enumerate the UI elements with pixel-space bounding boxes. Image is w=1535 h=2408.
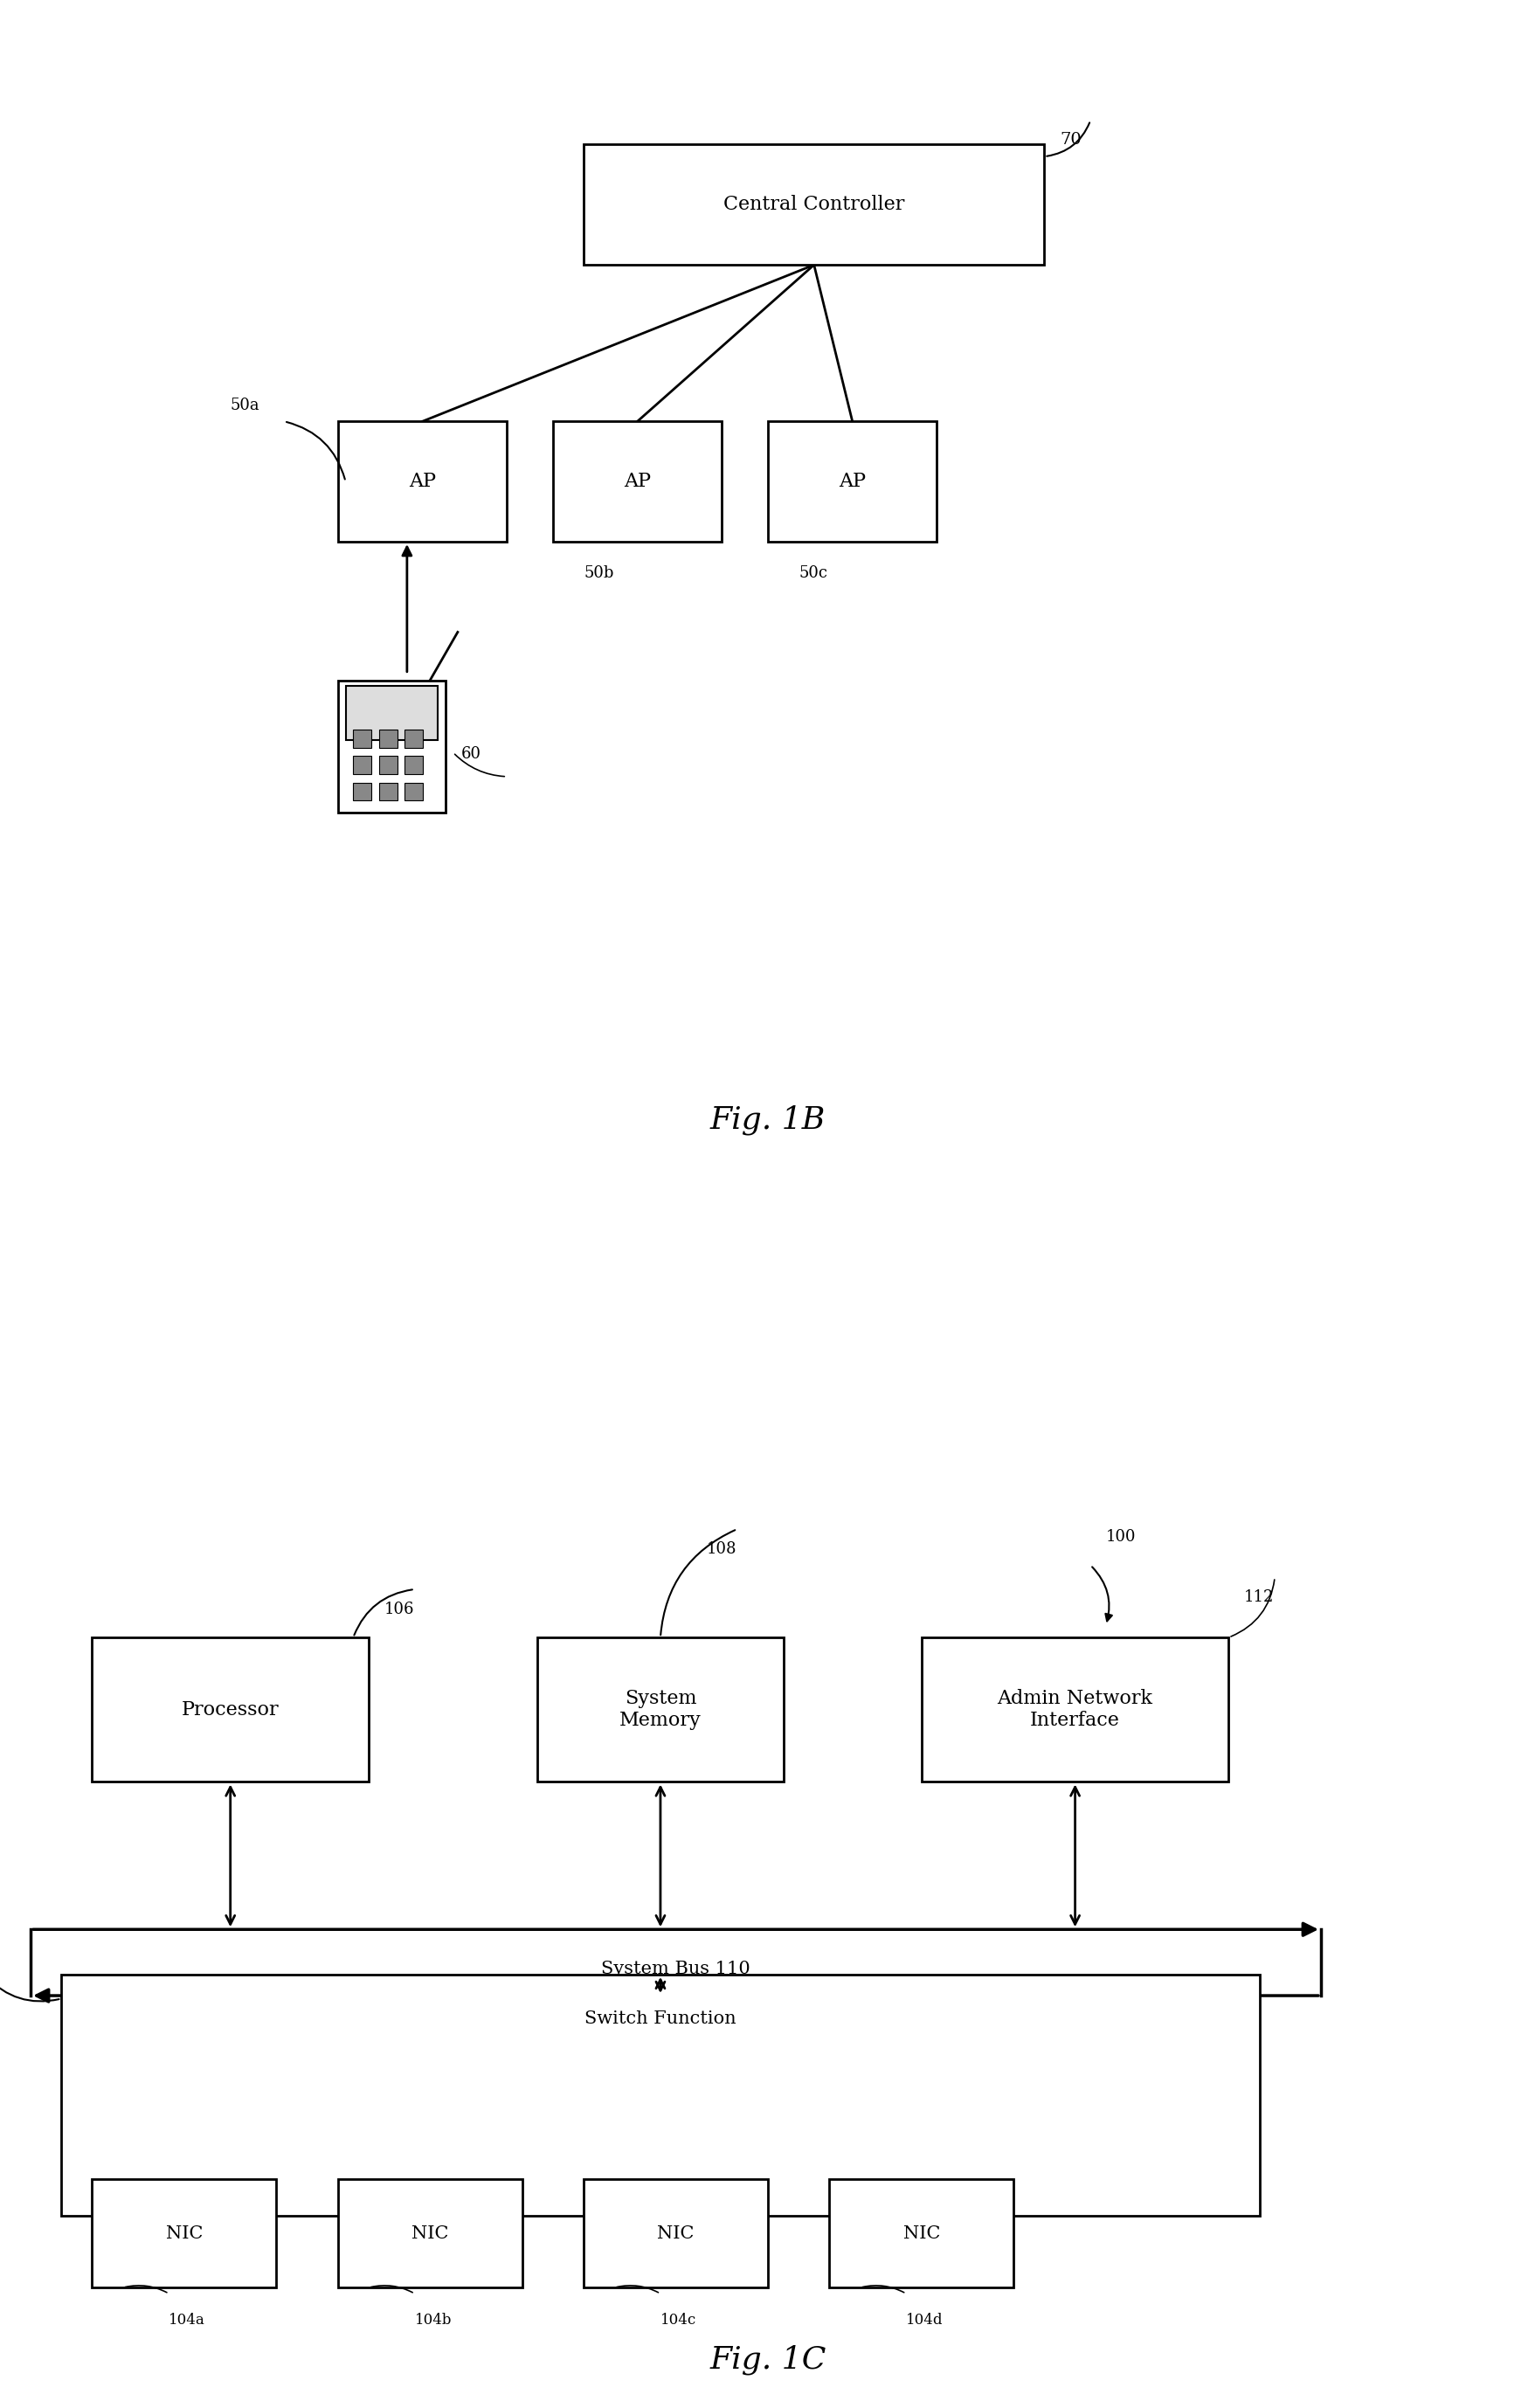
Text: NIC: NIC bbox=[903, 2225, 939, 2242]
Text: NIC: NIC bbox=[657, 2225, 694, 2242]
Text: NIC: NIC bbox=[166, 2225, 203, 2242]
FancyBboxPatch shape bbox=[829, 2179, 1013, 2288]
Text: AP: AP bbox=[838, 472, 866, 491]
Text: 104d: 104d bbox=[906, 2312, 942, 2326]
Text: 50c: 50c bbox=[798, 566, 827, 580]
Bar bbox=[353, 730, 371, 746]
Text: 50b: 50b bbox=[583, 566, 614, 580]
Text: AP: AP bbox=[623, 472, 651, 491]
Text: 60: 60 bbox=[460, 746, 480, 761]
Text: Switch Function: Switch Function bbox=[585, 2011, 735, 2028]
Bar bbox=[404, 783, 422, 799]
FancyBboxPatch shape bbox=[921, 1637, 1228, 1782]
Text: 112: 112 bbox=[1243, 1589, 1274, 1604]
Text: Admin Network
Interface: Admin Network Interface bbox=[996, 1688, 1153, 1731]
Text: 104c: 104c bbox=[660, 2312, 695, 2326]
FancyBboxPatch shape bbox=[345, 686, 437, 742]
Text: 50a: 50a bbox=[230, 397, 259, 412]
Text: Processor: Processor bbox=[181, 1700, 279, 1719]
Text: AP: AP bbox=[408, 472, 436, 491]
FancyBboxPatch shape bbox=[553, 421, 721, 542]
Bar bbox=[379, 783, 398, 799]
FancyBboxPatch shape bbox=[768, 421, 936, 542]
FancyBboxPatch shape bbox=[92, 1637, 368, 1782]
Text: Central Controller: Central Controller bbox=[723, 195, 904, 214]
FancyBboxPatch shape bbox=[61, 1975, 1259, 2215]
FancyBboxPatch shape bbox=[338, 421, 507, 542]
Bar bbox=[353, 783, 371, 799]
Text: Fig. 1B: Fig. 1B bbox=[709, 1105, 826, 1134]
Bar bbox=[404, 730, 422, 746]
Text: 100: 100 bbox=[1105, 1529, 1136, 1544]
FancyBboxPatch shape bbox=[92, 2179, 276, 2288]
Text: Fig. 1C: Fig. 1C bbox=[709, 2345, 826, 2374]
FancyBboxPatch shape bbox=[583, 2179, 768, 2288]
Bar bbox=[379, 730, 398, 746]
Text: System
Memory: System Memory bbox=[619, 1688, 701, 1731]
Bar bbox=[353, 756, 371, 775]
FancyBboxPatch shape bbox=[338, 2179, 522, 2288]
Text: 104b: 104b bbox=[414, 2312, 451, 2326]
FancyBboxPatch shape bbox=[537, 1637, 783, 1782]
FancyBboxPatch shape bbox=[338, 681, 445, 814]
Text: 108: 108 bbox=[706, 1541, 737, 1556]
Bar bbox=[379, 756, 398, 775]
Bar bbox=[404, 756, 422, 775]
Text: NIC: NIC bbox=[411, 2225, 448, 2242]
Text: System Bus 110: System Bus 110 bbox=[600, 1960, 751, 1977]
Text: 104a: 104a bbox=[169, 2312, 206, 2326]
Text: 106: 106 bbox=[384, 1601, 414, 1616]
Text: 70: 70 bbox=[1059, 132, 1081, 147]
FancyBboxPatch shape bbox=[583, 144, 1044, 265]
